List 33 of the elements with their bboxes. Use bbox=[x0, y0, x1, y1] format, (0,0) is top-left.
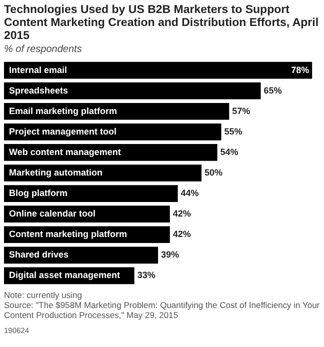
bar bbox=[4, 206, 170, 223]
y-tick-label: Web content management bbox=[9, 146, 121, 157]
data-label: 44% bbox=[180, 188, 199, 198]
source-note: Source: "The $958M Marketing Problem: Quantifying the Cost of Inefficiency in Your Content Production Processes," May 29, 2015 bbox=[4, 300, 320, 320]
y-tick-label: Digital asset management bbox=[9, 270, 120, 280]
y-tick-label: Email marketing platform bbox=[9, 106, 118, 116]
data-label: 50% bbox=[204, 167, 223, 178]
bar bbox=[4, 62, 312, 79]
bar bbox=[4, 185, 178, 202]
text: Note: currently using bbox=[4, 290, 83, 300]
data-label: 33% bbox=[137, 270, 156, 280]
bar bbox=[4, 123, 222, 140]
y-tick-label: Online calendar tool bbox=[9, 208, 96, 219]
bar bbox=[4, 102, 230, 120]
data-label: 65% bbox=[264, 85, 282, 96]
y-tick-label: Project management tool bbox=[9, 126, 117, 136]
y-tick-label: Shared drives bbox=[9, 250, 69, 260]
y-tick-label: Internal email bbox=[9, 64, 68, 75]
data-label: 54% bbox=[220, 146, 238, 157]
chart-subtitle: % of respondents bbox=[3, 43, 83, 56]
data-label: 39% bbox=[161, 250, 180, 260]
chart-title: Technologies Used by US B2B Marketers to Support Content Marketing Creation and Distribution Efforts, April 2015 bbox=[3, 3, 320, 43]
data-label: 57% bbox=[232, 106, 250, 116]
data-label: 42% bbox=[172, 208, 191, 219]
data-label: 55% bbox=[224, 126, 242, 136]
bar bbox=[4, 164, 202, 182]
data-label: 78% bbox=[291, 64, 310, 75]
y-tick-label: Marketing automation bbox=[9, 167, 103, 178]
bar bbox=[4, 82, 261, 100]
data-label: 42% bbox=[172, 229, 191, 240]
y-tick-label: Spreadsheets bbox=[9, 85, 68, 96]
y-tick-label: Blog platform bbox=[9, 188, 68, 198]
y-tick-label: Content marketing platform bbox=[9, 229, 128, 240]
